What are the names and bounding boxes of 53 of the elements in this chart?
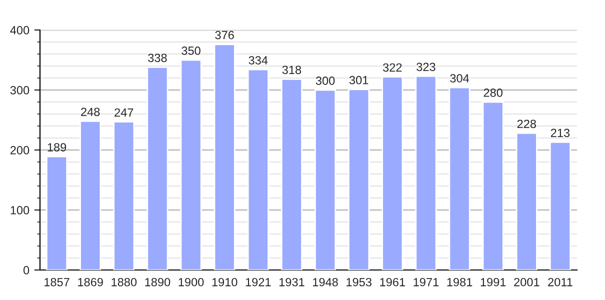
x-tick-label: 1953: [346, 278, 372, 286]
x-tick-label: 1971: [414, 278, 439, 286]
x-tick-label: 1857: [44, 278, 70, 286]
data-label: 376: [215, 30, 234, 40]
x-tick-label: 1890: [145, 278, 170, 286]
bar: [247, 68, 269, 270]
bar: [214, 44, 236, 270]
data-label: 338: [148, 54, 167, 62]
bar: [516, 132, 538, 270]
bar: [448, 86, 470, 270]
x-tick-label: 1910: [212, 278, 238, 286]
y-tick-label: 300: [10, 86, 30, 94]
bar: [549, 142, 571, 270]
bar: [46, 156, 68, 270]
data-label: 189: [48, 143, 66, 152]
x-tick-label: 2001: [514, 278, 540, 286]
data-label: 322: [383, 63, 402, 72]
x-tick-label: 1921: [246, 278, 271, 286]
x-tick-label: 1900: [178, 278, 204, 286]
y-tick-label: 0: [23, 266, 30, 274]
data-label: 280: [484, 88, 502, 97]
bar: [280, 78, 302, 270]
data-label: 300: [316, 76, 335, 85]
x-tick-label: 1961: [380, 278, 405, 286]
bar: [80, 120, 102, 270]
bar: [415, 76, 437, 270]
bar: [314, 89, 336, 270]
y-tick-label: 400: [10, 26, 30, 34]
data-label: 318: [282, 66, 302, 74]
x-tick-label: 1880: [112, 278, 137, 286]
x-tick-label: 1869: [78, 278, 103, 286]
bar: [113, 121, 135, 270]
x-tick-label: 1981: [447, 278, 472, 286]
bar: [146, 66, 168, 270]
bar: [348, 88, 370, 270]
bar: [482, 101, 504, 270]
data-label: 323: [416, 62, 436, 72]
data-label: 334: [248, 56, 268, 64]
y-tick-label: 100: [10, 206, 30, 214]
data-label: 247: [114, 108, 134, 117]
bar: [180, 59, 202, 270]
data-label: 248: [81, 108, 100, 116]
data-label: 228: [517, 120, 536, 128]
x-tick-label: 2011: [548, 278, 572, 286]
data-label: 304: [450, 74, 470, 82]
data-label: 350: [182, 46, 200, 55]
x-tick-label: 1991: [480, 278, 506, 286]
x-tick-label: 1931: [279, 278, 304, 286]
data-label: 213: [550, 128, 570, 138]
bar: [382, 76, 404, 270]
y-tick-label: 200: [10, 146, 30, 154]
data-label: 301: [349, 76, 368, 84]
x-tick-label: 1948: [313, 278, 338, 286]
